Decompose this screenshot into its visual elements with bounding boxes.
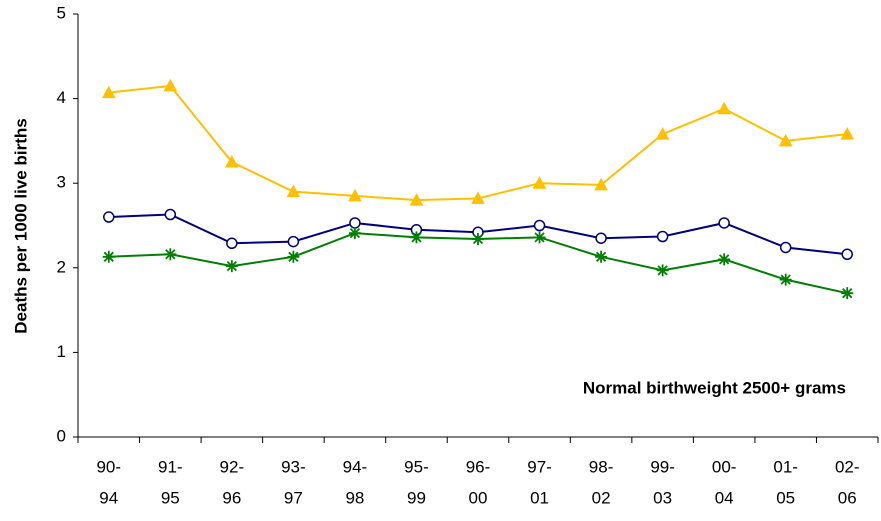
marker: [471, 191, 485, 204]
marker: [656, 230, 669, 243]
x-tick-label: 01-: [773, 457, 798, 476]
marker: [286, 184, 301, 198]
series: [101, 78, 855, 206]
x-tick-label: 98: [345, 488, 364, 507]
marker: [348, 227, 361, 240]
marker: [349, 217, 361, 229]
marker: [595, 250, 608, 263]
marker: [225, 155, 239, 168]
marker: [778, 133, 793, 147]
marker: [410, 231, 423, 244]
marker: [164, 208, 177, 221]
y-tick-label: 1: [57, 342, 66, 361]
x-tick-label: 91-: [158, 457, 183, 476]
marker: [348, 188, 362, 202]
marker: [226, 237, 238, 250]
x-tick-label: 03: [653, 488, 672, 507]
marker: [533, 219, 546, 232]
marker: [841, 248, 853, 261]
x-tick-label: 90-: [96, 457, 121, 476]
marker: [287, 250, 300, 263]
marker: [533, 231, 546, 244]
x-tick-label: 93-: [281, 457, 306, 476]
marker: [163, 78, 178, 92]
marker: [103, 211, 115, 223]
marker: [718, 253, 731, 266]
y-tick-label: 5: [57, 3, 66, 22]
x-tick-label: 01: [530, 488, 549, 507]
marker: [102, 250, 115, 263]
x-tick-label: 04: [715, 488, 734, 507]
marker: [595, 232, 607, 244]
marker: [779, 241, 792, 254]
x-tick-label: 94: [99, 488, 118, 507]
y-tick-label: 4: [57, 88, 66, 107]
marker: [717, 101, 731, 115]
y-axis-label: Deaths per 1000 live births: [11, 118, 30, 333]
x-tick-label: 02: [592, 488, 611, 507]
marker: [409, 193, 424, 206]
y-tick-label: 3: [57, 173, 66, 192]
series: [103, 208, 853, 261]
marker: [841, 287, 854, 300]
x-tick-label: 98-: [589, 457, 614, 476]
x-tick-label: 06: [838, 488, 857, 507]
marker: [532, 176, 547, 189]
x-tick-label: 02-: [835, 457, 860, 476]
x-tick-label: 96: [222, 488, 241, 507]
marker: [779, 273, 792, 286]
x-tick-label: 94-: [343, 457, 368, 476]
x-tick-label: 97-: [527, 457, 552, 476]
x-tick-label: 00: [469, 488, 488, 507]
marker: [656, 264, 669, 277]
annotation: Normal birthweight 2500+ grams: [583, 378, 846, 397]
y-tick-label: 2: [57, 257, 66, 276]
marker: [287, 235, 300, 248]
x-tick-label: 99: [407, 488, 426, 507]
x-tick-label: 95: [161, 488, 180, 507]
marker: [718, 217, 730, 229]
x-tick-label: 05: [776, 488, 795, 507]
marker: [164, 248, 177, 261]
marker: [472, 233, 484, 246]
marker: [225, 260, 238, 273]
marker: [655, 127, 670, 140]
x-tick-label: 97: [284, 488, 303, 507]
y-tick-label: 0: [57, 426, 66, 445]
series: [102, 227, 854, 300]
marker: [840, 127, 855, 140]
x-tick-label: 99-: [650, 457, 675, 476]
series-line: [108, 84, 848, 202]
x-tick-label: 96-: [466, 457, 491, 476]
marker: [594, 177, 608, 191]
x-tick-label: 00-: [712, 457, 737, 476]
x-tick-label: 95-: [404, 457, 429, 476]
x-tick-label: 92-: [220, 457, 245, 476]
marker: [101, 85, 116, 99]
